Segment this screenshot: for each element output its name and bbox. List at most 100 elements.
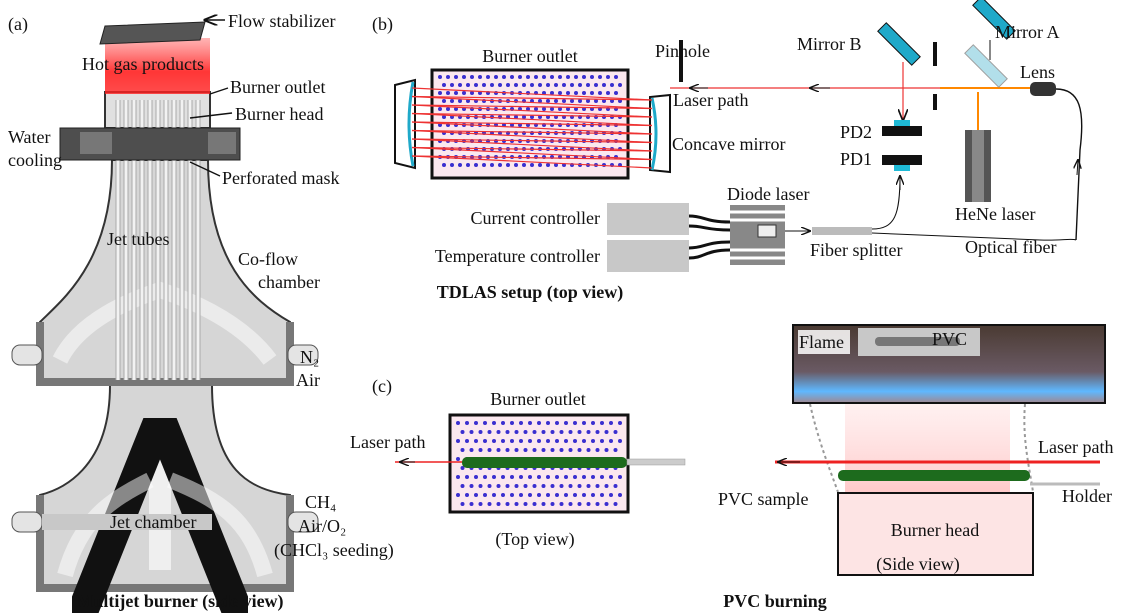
jet-dot bbox=[483, 475, 487, 479]
jet-dot bbox=[514, 99, 518, 103]
laser-beam bbox=[411, 121, 653, 135]
jet-dot bbox=[550, 91, 554, 95]
tdlas-drawing bbox=[394, 0, 1083, 272]
label: cooling bbox=[8, 150, 62, 170]
jet-dot bbox=[478, 430, 483, 434]
laser-beam bbox=[411, 104, 653, 118]
jet-dot bbox=[614, 75, 618, 79]
jet-dot bbox=[492, 421, 496, 425]
label: CH₄ bbox=[305, 492, 336, 512]
jet-dot bbox=[566, 107, 570, 111]
jet-dot bbox=[591, 421, 595, 425]
jet-dot bbox=[613, 430, 618, 434]
jet-dot bbox=[442, 163, 446, 167]
jet-dot bbox=[519, 493, 523, 497]
jet-dot bbox=[523, 502, 528, 506]
jet-dot bbox=[528, 421, 532, 425]
jet-dot bbox=[474, 493, 478, 497]
label: Burner head bbox=[891, 520, 979, 540]
label: Laser path bbox=[1038, 437, 1113, 457]
jet-dot bbox=[514, 484, 519, 488]
label: Mirror A bbox=[995, 22, 1060, 42]
jet-dot bbox=[446, 75, 450, 79]
jet-dot bbox=[438, 107, 442, 111]
label: PVC sample bbox=[718, 489, 809, 509]
jet-dot bbox=[514, 502, 519, 506]
jet-dot bbox=[600, 421, 604, 425]
jet-dot bbox=[564, 421, 568, 425]
jet-dot bbox=[542, 75, 546, 79]
jet-dot bbox=[530, 83, 534, 87]
laser-beam bbox=[411, 129, 653, 135]
jet-dot bbox=[600, 439, 604, 443]
pvc-drawing bbox=[395, 324, 1106, 576]
jet-dot bbox=[609, 421, 613, 425]
label: chamber bbox=[258, 272, 320, 292]
jet-dot bbox=[604, 502, 609, 506]
jet-dot bbox=[562, 147, 566, 151]
jet-dot bbox=[501, 475, 505, 479]
jet-dot bbox=[505, 448, 510, 452]
jet-dot bbox=[559, 430, 564, 434]
jet-dot bbox=[595, 430, 600, 434]
jet-dot bbox=[492, 475, 496, 479]
jet-dot bbox=[470, 75, 474, 79]
laser-beam bbox=[411, 112, 653, 118]
jet-dot bbox=[462, 91, 466, 95]
jet-dot bbox=[494, 139, 498, 143]
label: PD2 bbox=[840, 122, 872, 142]
jet-dot bbox=[523, 448, 528, 452]
jet-dot bbox=[582, 493, 586, 497]
jet-dot bbox=[478, 448, 483, 452]
jet-dot bbox=[570, 99, 574, 103]
jet-dot bbox=[498, 163, 502, 167]
label: Laser path bbox=[673, 90, 748, 110]
jet-dot bbox=[600, 475, 604, 479]
jet-dot bbox=[458, 163, 462, 167]
laser-beam bbox=[411, 155, 653, 169]
laser-beam bbox=[411, 95, 653, 110]
jet-dot bbox=[442, 99, 446, 103]
jet-dot bbox=[478, 75, 482, 79]
panel-label: (b) bbox=[372, 14, 393, 35]
jet-dot bbox=[562, 99, 566, 103]
label: Jet chamber bbox=[110, 512, 196, 532]
jet-dot bbox=[582, 421, 586, 425]
jet-dot bbox=[558, 75, 562, 79]
jet-dot bbox=[600, 493, 604, 497]
jet-dot bbox=[490, 83, 494, 87]
jet-dot bbox=[550, 107, 554, 111]
jet-dot bbox=[534, 107, 538, 111]
jet-dot bbox=[469, 430, 474, 434]
jet-dot bbox=[577, 502, 582, 506]
label: PVC bbox=[932, 329, 967, 349]
jet-dot bbox=[586, 83, 590, 87]
jet-dot bbox=[514, 163, 518, 167]
jet-dot bbox=[505, 502, 510, 506]
jet-dot bbox=[501, 421, 505, 425]
jet-dot bbox=[582, 439, 586, 443]
jet-dot bbox=[590, 91, 594, 95]
laser-beam bbox=[411, 146, 653, 152]
label: Concave mirror bbox=[672, 134, 785, 154]
jet-dot bbox=[555, 439, 559, 443]
jet-dot bbox=[518, 75, 522, 79]
laser-beam bbox=[411, 138, 653, 144]
jet-dot bbox=[470, 91, 474, 95]
jet-dot bbox=[609, 493, 613, 497]
jet-dot bbox=[462, 75, 466, 79]
jet-dot bbox=[550, 502, 555, 506]
jet-dot bbox=[591, 439, 595, 443]
panel-label: (c) bbox=[372, 376, 392, 397]
jet-dot bbox=[465, 493, 469, 497]
jet-dot bbox=[532, 430, 537, 434]
panel-label: (a) bbox=[8, 14, 28, 35]
laser-beam bbox=[411, 87, 653, 101]
jet-dot bbox=[573, 421, 577, 425]
jet-dot bbox=[487, 484, 492, 488]
jet-dot bbox=[573, 493, 577, 497]
jet-dot bbox=[496, 502, 501, 506]
jet-dot bbox=[534, 75, 538, 79]
jet-dot bbox=[595, 484, 600, 488]
jet-dot bbox=[438, 75, 442, 79]
